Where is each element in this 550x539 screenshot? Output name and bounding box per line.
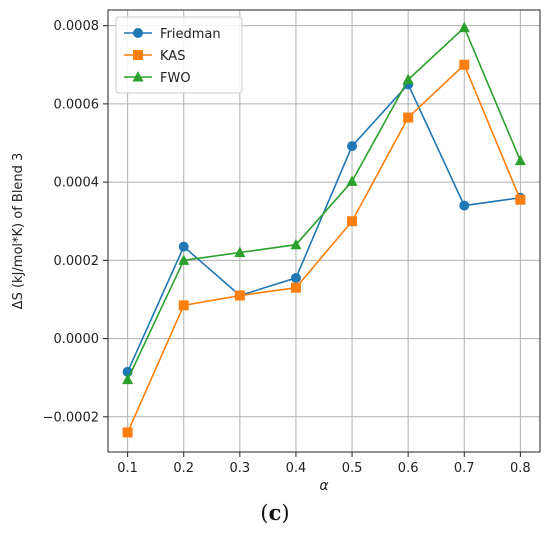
caption-open-paren: (	[260, 501, 269, 525]
data-point-friedman	[178, 241, 189, 252]
caption-letter: c	[268, 500, 282, 525]
y-tick-label: −0.0002	[43, 410, 99, 425]
data-point-fwo	[178, 254, 190, 265]
legend-marker-friedman	[133, 28, 143, 38]
caption-close-paren: )	[281, 501, 290, 525]
legend-label-friedman: Friedman	[160, 27, 221, 42]
data-point-kas	[459, 59, 470, 70]
series-friedman-line	[126, 82, 521, 373]
y-axis-ticks: −0.0002 0.0000 0.0002 0.0004 0.0006 0.0008	[43, 19, 108, 425]
x-tick-label: 0.5	[342, 461, 363, 476]
data-point-friedman	[290, 272, 301, 283]
x-tick-label: 0.8	[510, 461, 531, 476]
plot-frame	[107, 9, 541, 453]
x-tick-label: 0.4	[286, 461, 307, 476]
data-point-kas	[515, 194, 526, 205]
x-tick-label: 0.3	[230, 461, 251, 476]
x-tick-label: 0.7	[454, 461, 475, 476]
legend-label-kas: KAS	[160, 49, 185, 64]
data-point-friedman	[459, 200, 470, 211]
data-point-fwo	[122, 373, 134, 385]
series-friedman	[122, 79, 526, 377]
x-tick-label: 0.6	[398, 461, 419, 476]
legend-marker-fwo	[132, 71, 144, 82]
x-tick-label: 0.1	[117, 461, 138, 476]
y-tick-label: 0.0008	[54, 19, 100, 34]
data-point-fwo	[290, 238, 302, 250]
legend-marker-kas	[133, 50, 143, 60]
y-tick-label: 0.0000	[54, 332, 100, 347]
data-point-friedman	[347, 141, 358, 152]
data-point-fwo	[458, 21, 470, 33]
series-layer	[122, 21, 526, 438]
data-point-kas	[122, 427, 133, 438]
x-tick-label: 0.2	[173, 461, 194, 476]
data-point-fwo	[346, 175, 358, 186]
data-point-kas	[403, 112, 414, 123]
legend-box	[115, 16, 243, 94]
data-point-kas	[234, 290, 245, 301]
data-point-fwo	[402, 73, 414, 85]
series-kas	[122, 59, 526, 438]
chart: 0.1 0.2 0.3 0.4 0.5 0.6 0.7 0.8 −0.0002 0.0000 0.…	[11, 9, 541, 494]
y-axis-label: ΔS (kJ/mol*K) of Blend 3	[11, 153, 26, 310]
data-point-fwo	[234, 246, 246, 258]
figure-caption: (c)	[0, 500, 550, 525]
series-kas-line	[126, 63, 522, 433]
data-point-fwo	[514, 154, 526, 166]
legend: Friedman KAS FWO	[115, 16, 243, 94]
legend-label-fwo: FWO	[160, 71, 191, 86]
data-point-kas	[347, 216, 358, 227]
data-point-kas	[178, 300, 189, 311]
y-tick-label: 0.0002	[54, 254, 100, 269]
x-axis-label: α	[319, 478, 329, 494]
data-point-kas	[290, 282, 301, 293]
series-fwo-line	[126, 26, 522, 380]
y-tick-label: 0.0004	[54, 176, 100, 191]
series-fwo	[122, 21, 526, 385]
y-tick-label: 0.0006	[54, 97, 100, 112]
x-axis-ticks: 0.1 0.2 0.3 0.4 0.5 0.6 0.7 0.8	[117, 452, 531, 476]
